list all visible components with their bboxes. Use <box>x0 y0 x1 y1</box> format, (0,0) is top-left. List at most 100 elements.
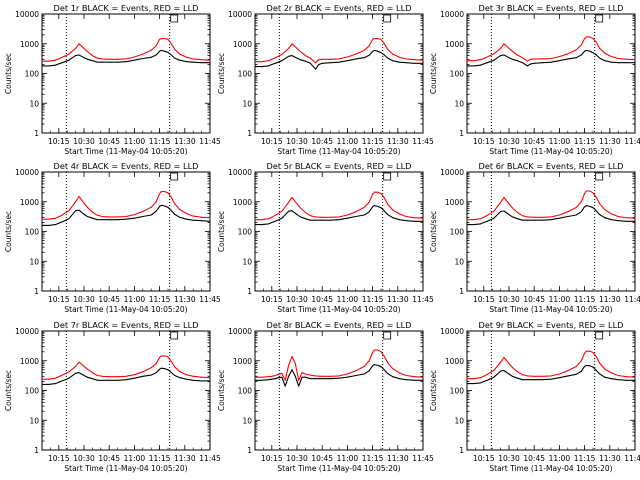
lld-data-point <box>185 374 187 376</box>
events-data-point <box>377 50 379 52</box>
lld-data-point <box>54 377 56 379</box>
events-data-point <box>610 61 612 63</box>
x-axis-label: Start Time (11-May-04 10:05:20) <box>277 305 400 314</box>
events-data-point <box>254 66 256 68</box>
y-tick-label: 1 <box>247 287 252 296</box>
lld-data-point <box>479 59 481 61</box>
lld-data-point <box>167 356 169 358</box>
lld-data-point <box>533 58 535 60</box>
y-tick-label: 10 <box>29 257 39 266</box>
events-data-point <box>626 220 628 222</box>
lld-series-line <box>255 349 424 381</box>
lld-data-point <box>589 190 591 192</box>
events-data-point <box>473 224 475 226</box>
lld-data-point <box>284 379 286 381</box>
lld-data-point <box>321 58 323 60</box>
lld-data-point <box>604 52 606 54</box>
x-tick-label: 11:00 <box>124 454 146 463</box>
lld-data-point <box>346 214 348 216</box>
lld-data-point <box>201 216 203 218</box>
events-series-line <box>255 364 423 387</box>
events-data-point <box>301 376 303 378</box>
lld-data-point <box>288 364 290 366</box>
lld-data-point <box>584 38 586 40</box>
chart-title: Det 6r BLACK = Events, RED = LLD <box>479 161 624 171</box>
events-data-point <box>83 57 85 59</box>
lld-data-point <box>150 206 152 208</box>
lld-data-point <box>68 210 70 212</box>
y-tick-label: 100 <box>25 228 40 237</box>
lld-data-point <box>508 203 510 205</box>
events-data-point <box>179 377 181 379</box>
y-tick-label: 10000 <box>440 10 464 19</box>
lld-series-line <box>255 37 424 64</box>
lld-data-point <box>108 58 110 60</box>
events-data-point <box>604 376 606 378</box>
y-axis-label: Counts/sec <box>217 53 226 94</box>
y-axis-label: Counts/sec <box>429 370 438 411</box>
lld-data-point <box>101 375 103 377</box>
x-axis-label: Start Time (11-May-04 10:05:20) <box>277 464 400 473</box>
events-data-point <box>550 61 552 63</box>
lld-data-point <box>493 53 495 55</box>
x-tick-label: 11:45 <box>624 137 640 146</box>
events-data-point <box>595 54 597 56</box>
x-tick-label: 11:45 <box>412 137 434 146</box>
lld-data-point <box>209 59 211 61</box>
lld-data-point <box>167 192 169 194</box>
lld-series-line <box>42 191 211 220</box>
lld-data-point <box>314 375 316 377</box>
lld-data-point <box>363 207 365 209</box>
legend-marker-box <box>383 14 392 23</box>
x-tick-label: 11:15 <box>149 295 171 304</box>
events-data-point <box>355 215 357 217</box>
events-data-point <box>164 368 166 370</box>
events-data-point <box>634 379 636 381</box>
events-data-point <box>75 372 77 374</box>
lld-data-point <box>575 49 577 51</box>
events-data-point <box>78 209 80 211</box>
events-data-point <box>108 379 110 381</box>
lld-data-point <box>101 58 103 60</box>
lld-data-point <box>377 349 379 351</box>
events-data-point <box>479 223 481 225</box>
events-data-point <box>48 224 50 226</box>
lld-data-point <box>75 47 77 49</box>
events-data-point <box>192 379 194 381</box>
events-data-point <box>533 379 535 381</box>
events-data-point <box>54 224 56 226</box>
lld-data-point <box>550 57 552 59</box>
events-data-point <box>291 55 293 57</box>
lld-data-point <box>125 215 127 217</box>
plot-frame <box>254 171 424 292</box>
events-data-point <box>170 210 172 212</box>
lld-data-point <box>330 375 332 377</box>
lld-data-point <box>508 47 510 49</box>
lld-data-point <box>595 356 597 358</box>
events-data-point <box>304 376 306 378</box>
y-tick-label: 100 <box>238 228 253 237</box>
lld-data-point <box>278 373 280 375</box>
y-axis-label: Counts/sec <box>217 211 226 252</box>
lld-series-line <box>255 191 424 221</box>
lld-data-point <box>584 192 586 194</box>
events-data-point <box>589 205 591 207</box>
lld-data-point <box>580 360 582 362</box>
lld-data-point <box>96 374 98 376</box>
events-data-point <box>542 379 544 381</box>
events-data-point <box>422 379 424 381</box>
events-data-point <box>414 62 416 64</box>
events-data-point <box>392 60 394 62</box>
lld-data-point <box>68 371 70 373</box>
lld-data-point <box>61 374 63 376</box>
lld-data-point <box>550 216 552 218</box>
lld-data-point <box>363 49 365 51</box>
x-tick-label: 10:15 <box>261 137 283 146</box>
chart-title: Det 3r BLACK = Events, RED = LLD <box>479 3 624 13</box>
lld-data-point <box>346 373 348 375</box>
lld-data-point <box>595 196 597 198</box>
y-tick-label: 1 <box>459 129 464 138</box>
y-tick-label: 100 <box>450 228 465 237</box>
x-tick-label: 11:15 <box>149 137 171 146</box>
lld-data-point <box>372 193 374 195</box>
